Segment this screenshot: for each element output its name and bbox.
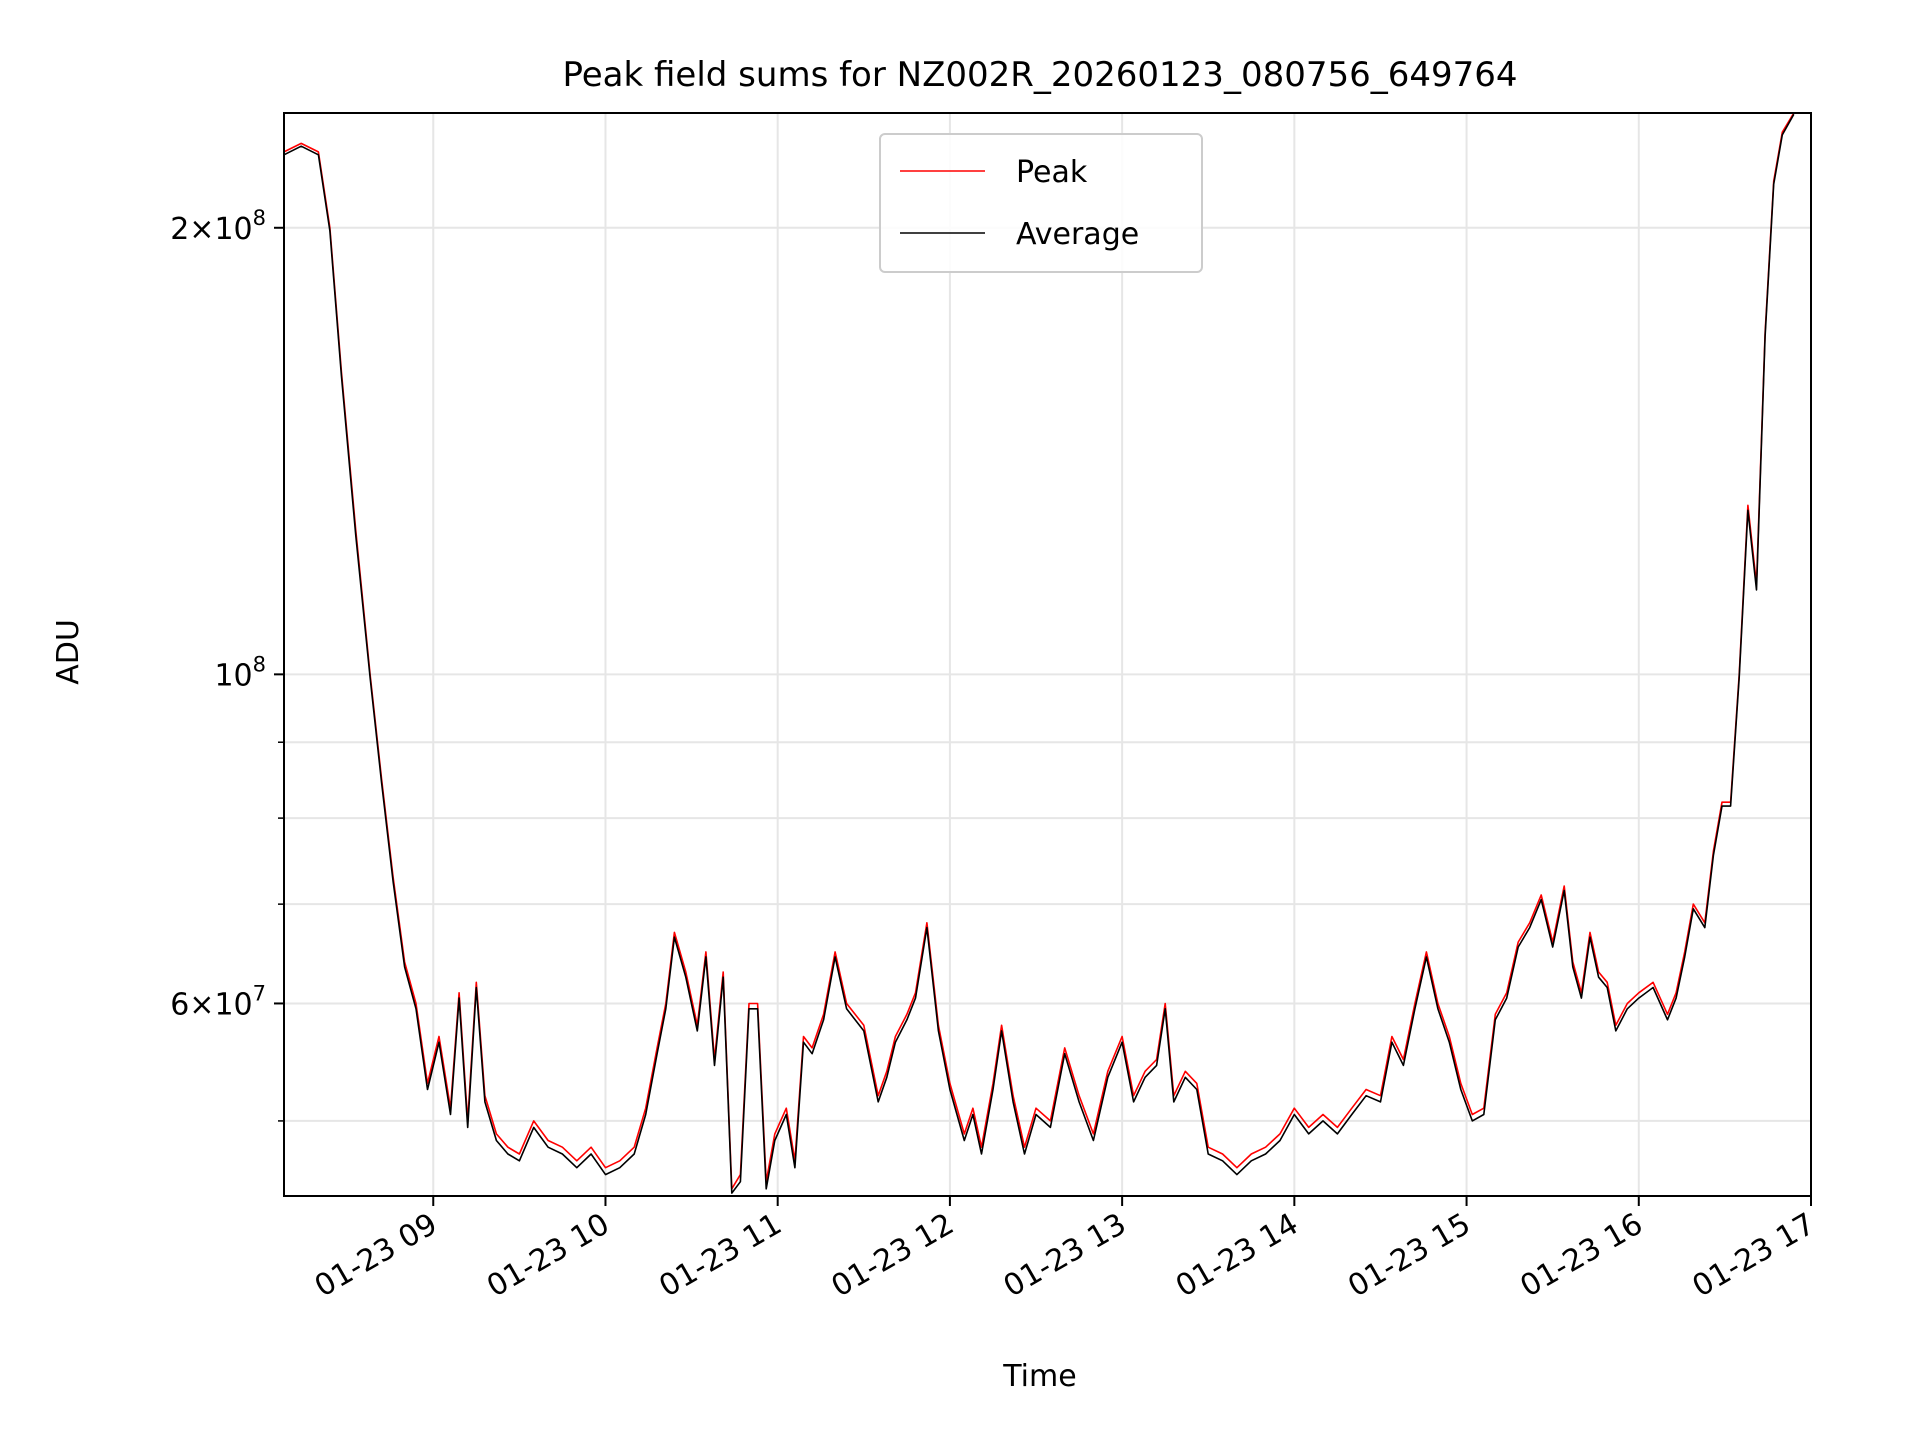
- legend-label-peak: Peak: [1016, 155, 1088, 190]
- y-tick-label: 6×107: [170, 981, 266, 1022]
- x-axis-label: Time: [1002, 1359, 1076, 1394]
- y-axis-label: ADU: [51, 619, 86, 685]
- chart-title: Peak field sums for NZ002R_20260123_0807…: [562, 55, 1517, 95]
- y-tick-label: 108: [214, 652, 266, 693]
- legend: Peak Average: [879, 133, 1203, 273]
- plot-frame: [283, 112, 1812, 1197]
- legend-label-average: Average: [1016, 217, 1139, 252]
- y-axis-ticks: 6×107 108 2×108: [170, 206, 284, 1122]
- series-line-peak: [283, 112, 1795, 1190]
- series-lines: [283, 112, 1795, 1194]
- legend-box: [879, 133, 1203, 273]
- series-line-average: [283, 113, 1795, 1194]
- y-tick-label: 2×108: [170, 206, 266, 247]
